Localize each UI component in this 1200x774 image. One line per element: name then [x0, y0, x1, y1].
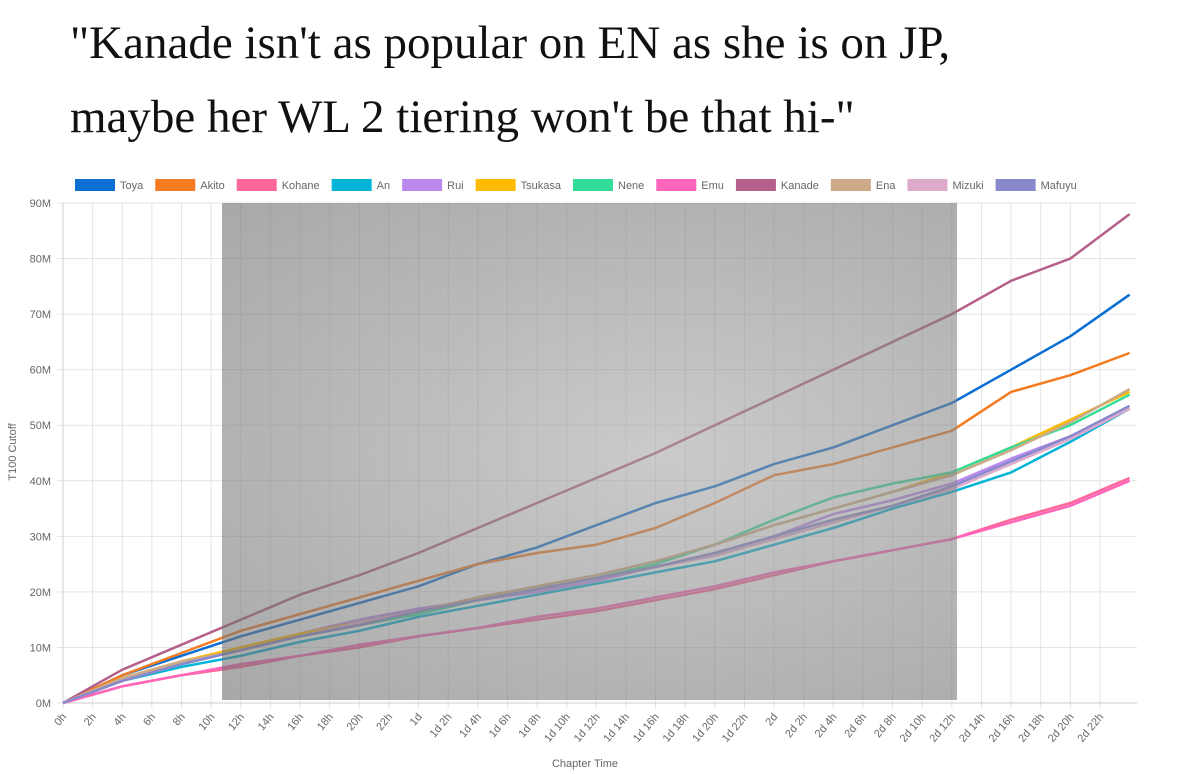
- x-tick-label: 2d 16h: [987, 711, 1018, 744]
- x-tick-label: 1d 20h: [690, 711, 721, 744]
- x-tick-label: 18h: [315, 711, 336, 733]
- x-tick-label: 2d 18h: [1016, 711, 1047, 744]
- x-tick-label: 2d 14h: [957, 711, 988, 744]
- x-tick-label: 2d 10h: [898, 711, 929, 744]
- x-tick-label: 1d 12h: [572, 711, 603, 744]
- x-tick-label: 2d 20h: [1046, 711, 1077, 744]
- x-tick-label: 8h: [171, 711, 188, 728]
- x-tick-label: 0h: [52, 711, 69, 728]
- x-axis-label: Chapter Time: [552, 758, 618, 770]
- x-tick-label: 2d 6h: [842, 711, 869, 740]
- x-tick-label: 2d: [763, 711, 780, 728]
- x-tick-label: 6h: [141, 711, 158, 728]
- x-tick-label: 1d 6h: [487, 711, 514, 740]
- x-tick-label: 1d 22h: [720, 711, 751, 744]
- x-tick-label: 2d 4h: [813, 711, 840, 740]
- title-line: "Kanade isn't as popular on EN as she is…: [70, 17, 950, 69]
- x-tick-label: 1d 4h: [457, 711, 484, 740]
- x-tick-label: 1d 10h: [542, 711, 573, 744]
- x-tick-label: 1d: [408, 711, 425, 728]
- y-tick-label: 0M: [36, 698, 51, 710]
- y-tick-label: 90M: [30, 198, 51, 210]
- x-tick-label: 1d 8h: [516, 711, 543, 740]
- x-tick-label: 1d 18h: [661, 711, 692, 744]
- x-tick-label: 1d 2h: [428, 711, 455, 740]
- title-line: maybe her WL 2 tiering won't be that hi-…: [70, 91, 855, 143]
- x-tick-label: 1d 14h: [601, 711, 632, 744]
- y-tick-label: 40M: [30, 476, 51, 488]
- x-tick-label: 2d 22h: [1075, 711, 1106, 744]
- y-tick-label: 30M: [30, 531, 51, 543]
- x-tick-label: 22h: [374, 711, 395, 733]
- x-tick-label: 2h: [82, 711, 99, 728]
- x-tick-label: 14h: [256, 711, 277, 733]
- x-tick-label: 2d 2h: [783, 711, 810, 740]
- x-tick-label: 16h: [285, 711, 306, 733]
- y-tick-label: 10M: [30, 642, 51, 654]
- x-tick-label: 4h: [111, 711, 128, 728]
- photo-overlay: [222, 203, 957, 700]
- x-tick-label: 10h: [196, 711, 217, 733]
- x-tick-label: 20h: [345, 711, 366, 733]
- y-tick-label: 50M: [30, 420, 51, 432]
- x-tick-label: 12h: [226, 711, 247, 733]
- y-tick-label: 80M: [30, 254, 51, 266]
- y-axis-label: T100 Cutoff: [7, 422, 19, 480]
- y-tick-label: 20M: [30, 587, 51, 599]
- y-tick-label: 60M: [30, 365, 51, 377]
- y-tick-label: 70M: [30, 309, 51, 321]
- x-tick-label: 1d 16h: [631, 711, 662, 744]
- x-tick-label: 2d 8h: [872, 711, 899, 740]
- x-tick-label: 2d 12h: [927, 711, 958, 744]
